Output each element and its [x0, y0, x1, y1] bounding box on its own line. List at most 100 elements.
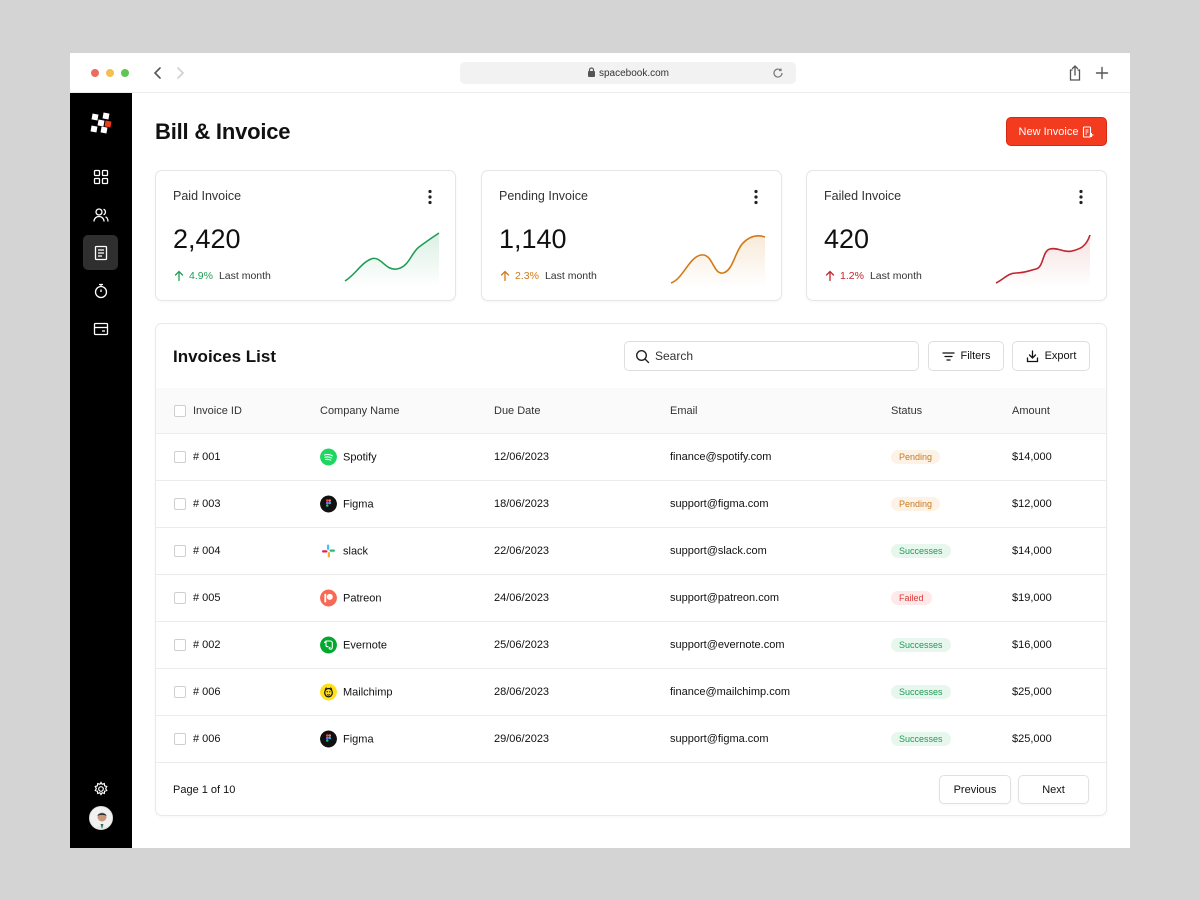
mailchimp-logo-icon: [320, 683, 337, 701]
back-arrow-icon[interactable]: [149, 63, 167, 83]
card-trend: 2.3% Last month: [499, 270, 597, 282]
company-name: Figma: [343, 498, 374, 510]
share-icon[interactable]: [1067, 64, 1083, 82]
column-header-invoice-id[interactable]: Invoice ID: [193, 404, 242, 417]
company-name: Mailchimp: [343, 686, 393, 698]
table-row[interactable]: # 001 Spotify 12/06/2023 finance@spotify…: [156, 433, 1106, 480]
url-text: spacebook.com: [598, 68, 670, 79]
due-date: 22/06/2023: [494, 545, 550, 557]
more-vertical-icon[interactable]: [1074, 188, 1088, 206]
lock-icon: [587, 67, 595, 77]
search-input[interactable]: [655, 347, 910, 365]
timer-icon: [94, 283, 107, 298]
status-badge: Successes: [891, 544, 951, 558]
amount: $25,000: [1012, 686, 1052, 698]
figma-logo-icon: [320, 730, 337, 748]
table-row[interactable]: # 005 Patreon 24/06/2023 support@patreon…: [156, 574, 1106, 621]
avatar-portrait: [90, 807, 112, 829]
trend-period: Last month: [218, 270, 271, 282]
status-cell: Successes: [891, 732, 951, 746]
forward-arrow-icon[interactable]: [171, 63, 189, 83]
due-date: 12/06/2023: [494, 451, 550, 463]
document-icon: [94, 245, 107, 260]
due-date: 28/06/2023: [494, 686, 550, 698]
row-checkbox[interactable]: [174, 545, 186, 557]
table-row[interactable]: # 004 slack 22/06/2023 support@slack.com…: [156, 527, 1106, 574]
failed-invoice-card: Failed Invoice 420 1.2% Last month: [806, 170, 1107, 301]
status-cell: Successes: [891, 544, 951, 558]
row-checkbox[interactable]: [174, 639, 186, 651]
address-bar[interactable]: spacebook.com: [460, 62, 796, 84]
card-value: 2,420: [173, 224, 241, 254]
patreon-logo-icon: [320, 589, 337, 607]
sidebar-item-wallet[interactable]: [83, 311, 118, 346]
brand-logo[interactable]: [89, 111, 113, 135]
card-title: Failed Invoice: [824, 189, 902, 203]
column-header-amount[interactable]: Amount: [1012, 404, 1050, 417]
table-row[interactable]: # 006 Mailchimp 28/06/2023 finance@mailc…: [156, 668, 1106, 715]
failed-sparkline: [995, 234, 1091, 287]
new-invoice-button[interactable]: New Invoice: [1006, 117, 1107, 146]
more-vertical-icon[interactable]: [423, 188, 437, 206]
status-badge: Successes: [891, 732, 951, 746]
reload-icon[interactable]: [772, 67, 784, 79]
more-vertical-icon[interactable]: [749, 188, 763, 206]
close-window-button[interactable]: [91, 69, 99, 77]
invoice-id: # 005: [193, 592, 221, 604]
trend-percentage: 4.9%: [189, 270, 213, 282]
sidebar: [70, 93, 132, 848]
column-header-email[interactable]: Email: [670, 404, 698, 417]
column-header-due-date[interactable]: Due Date: [494, 404, 541, 417]
row-checkbox[interactable]: [174, 686, 186, 698]
previous-page-button[interactable]: Previous: [939, 775, 1011, 804]
sidebar-item-users[interactable]: [83, 197, 118, 232]
row-checkbox[interactable]: [174, 498, 186, 510]
column-header-company[interactable]: Company Name: [320, 404, 400, 417]
card-icon: [93, 322, 108, 335]
row-checkbox[interactable]: [174, 733, 186, 745]
trend-period: Last month: [869, 270, 922, 282]
status-badge: Successes: [891, 638, 951, 652]
table-row[interactable]: # 002 Evernote 25/06/2023 support@everno…: [156, 621, 1106, 668]
sidebar-item-settings[interactable]: [83, 771, 118, 806]
spotify-logo-icon: [320, 448, 337, 466]
arrow-up-icon: [825, 270, 835, 282]
table-header: Invoice ID Company Name Due Date Email S…: [156, 388, 1106, 433]
invoices-list-panel: Invoices List Filters Export Invoice ID …: [155, 323, 1107, 816]
invoice-id: # 003: [193, 498, 221, 510]
new-tab-icon[interactable]: [1094, 65, 1110, 81]
export-button[interactable]: Export: [1012, 341, 1090, 371]
row-checkbox[interactable]: [174, 592, 186, 604]
due-date: 29/06/2023: [494, 733, 550, 745]
company-cell: Mailchimp: [320, 683, 393, 701]
page-indicator: Page 1 of 10: [173, 784, 236, 796]
evernote-logo-icon: [320, 636, 337, 654]
invoice-id: # 001: [193, 451, 221, 463]
card-trend: 4.9% Last month: [173, 270, 271, 282]
select-all-checkbox[interactable]: [174, 404, 186, 417]
company-cell: Spotify: [320, 448, 377, 466]
table-row[interactable]: # 003 Figma 18/06/2023 support@figma.com…: [156, 480, 1106, 527]
sidebar-item-invoices[interactable]: [83, 235, 118, 270]
email: finance@mailchimp.com: [670, 686, 790, 698]
sidebar-item-timer[interactable]: [83, 273, 118, 308]
filters-label: Filters: [960, 350, 991, 362]
pending-invoice-card: Pending Invoice 1,140 2.3% Last month: [481, 170, 782, 301]
maximize-window-button[interactable]: [121, 69, 129, 77]
sidebar-item-dashboard[interactable]: [83, 159, 118, 194]
next-page-button[interactable]: Next: [1018, 775, 1089, 804]
pagination-bar: Page 1 of 10 Previous Next: [156, 762, 1106, 815]
row-checkbox[interactable]: [174, 451, 186, 463]
email: support@evernote.com: [670, 639, 785, 651]
table-row[interactable]: # 006 Figma 29/06/2023 support@figma.com…: [156, 715, 1106, 762]
minimize-window-button[interactable]: [106, 69, 114, 77]
column-header-status[interactable]: Status: [891, 404, 923, 417]
page-title: Bill & Invoice: [155, 119, 291, 144]
amount: $12,000: [1012, 498, 1052, 510]
due-date: 24/06/2023: [494, 592, 550, 604]
filters-button[interactable]: Filters: [928, 341, 1004, 371]
amount: $25,000: [1012, 733, 1052, 745]
company-cell: Evernote: [320, 636, 387, 654]
filter-icon: [941, 351, 955, 361]
user-avatar[interactable]: [89, 806, 113, 830]
